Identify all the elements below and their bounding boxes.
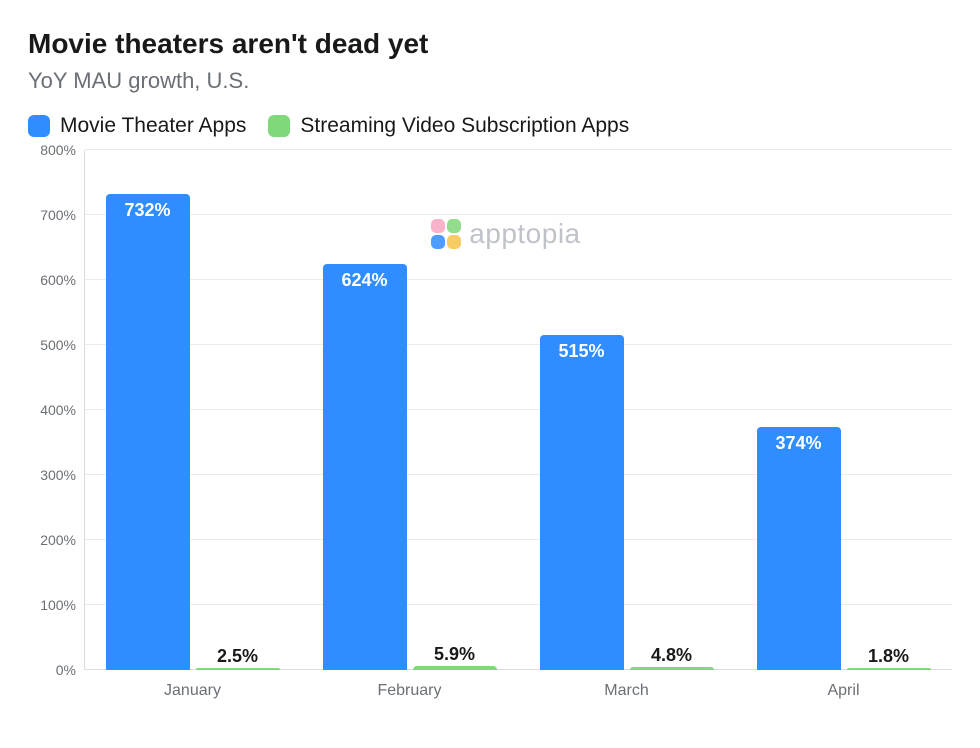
legend-label-streaming: Streaming Video Subscription Apps <box>300 114 629 138</box>
y-tick-label: 400% <box>40 402 76 418</box>
bar-value-label: 732% <box>124 200 170 221</box>
y-tick-label: 100% <box>40 597 76 613</box>
chart-legend: Movie Theater Apps Streaming Video Subsc… <box>28 114 952 138</box>
y-tick-label: 0% <box>56 662 76 678</box>
bar-movie-theater: 374% <box>757 427 841 670</box>
legend-item-movie-theater: Movie Theater Apps <box>28 114 246 138</box>
x-category-label: March <box>518 670 735 710</box>
category-group: 732% 2.5% <box>84 150 301 670</box>
bar-value-label: 374% <box>775 433 821 454</box>
bar-value-label: 515% <box>558 341 604 362</box>
y-tick-label: 500% <box>40 337 76 353</box>
bars-layer: 732% 2.5% 624% 5.9% 515% 4.8% 374% 1.8% <box>84 150 952 670</box>
legend-label-movie-theater: Movie Theater Apps <box>60 114 246 138</box>
legend-swatch-streaming <box>268 115 290 137</box>
bar-movie-theater: 624% <box>323 264 407 670</box>
x-category-label: January <box>84 670 301 710</box>
bar-movie-theater: 732% <box>106 194 190 670</box>
bar-movie-theater: 515% <box>540 335 624 670</box>
y-axis: 0%100%200%300%400%500%600%700%800% <box>28 150 84 670</box>
category-group: 624% 5.9% <box>301 150 518 670</box>
bar-value-label: 4.8% <box>651 645 692 666</box>
bar-value-label: 2.5% <box>217 646 258 667</box>
bar-value-label: 5.9% <box>434 644 475 665</box>
category-group: 515% 4.8% <box>518 150 735 670</box>
chart-title: Movie theaters aren't dead yet <box>28 28 952 60</box>
chart-plot-area: 0%100%200%300%400%500%600%700%800% 732%2… <box>28 150 952 710</box>
y-tick-label: 200% <box>40 532 76 548</box>
legend-swatch-movie-theater <box>28 115 50 137</box>
legend-item-streaming: Streaming Video Subscription Apps <box>268 114 629 138</box>
y-tick-label: 600% <box>40 272 76 288</box>
y-tick-label: 700% <box>40 207 76 223</box>
x-axis: JanuaryFebruaryMarchApril <box>84 670 952 710</box>
x-category-label: February <box>301 670 518 710</box>
x-category-label: April <box>735 670 952 710</box>
y-tick-label: 800% <box>40 142 76 158</box>
chart-subtitle: YoY MAU growth, U.S. <box>28 68 952 94</box>
y-tick-label: 300% <box>40 467 76 483</box>
category-group: 374% 1.8% <box>735 150 952 670</box>
bar-value-label: 1.8% <box>868 646 909 667</box>
bar-value-label: 624% <box>341 270 387 291</box>
chart-container: Movie theaters aren't dead yet YoY MAU g… <box>0 0 980 748</box>
